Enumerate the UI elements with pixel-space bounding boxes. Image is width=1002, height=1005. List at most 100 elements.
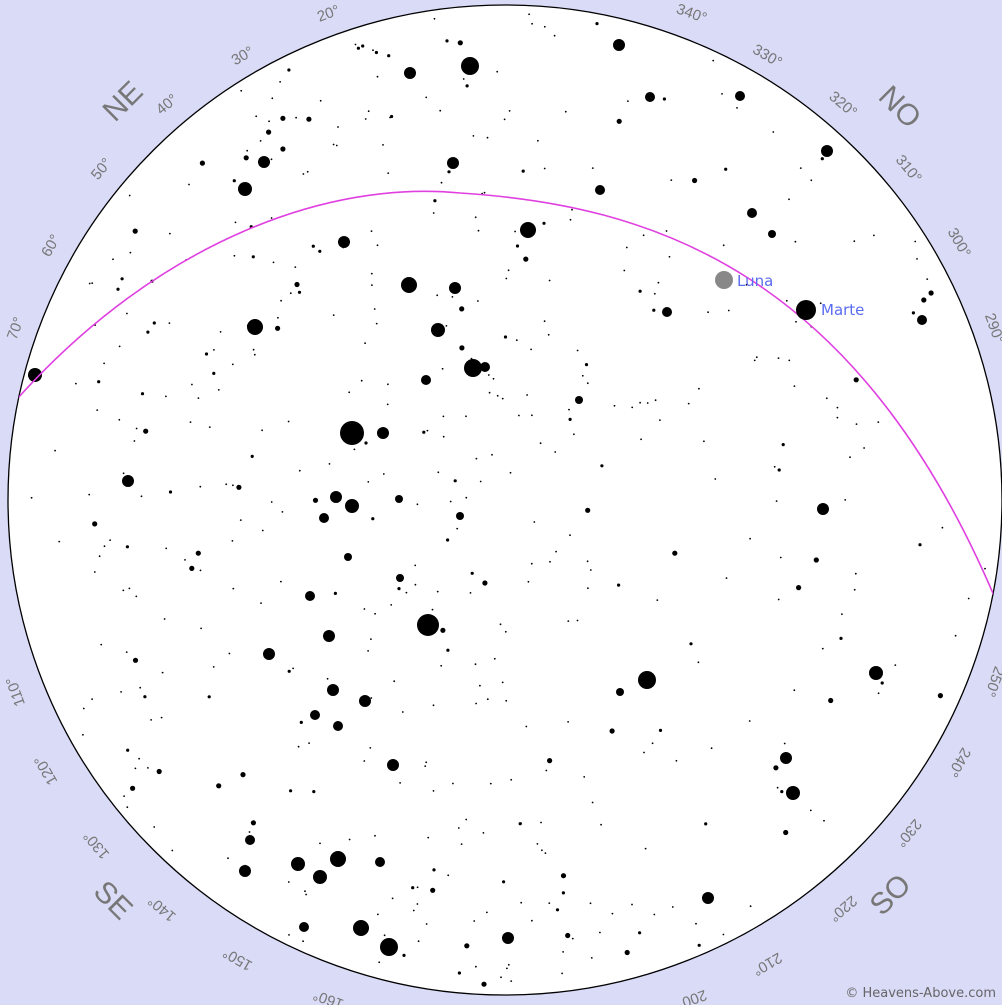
star [486, 911, 488, 914]
azimuth-tick-label: 200° [674, 986, 709, 1005]
star [344, 553, 352, 561]
star [526, 394, 528, 396]
star [528, 13, 530, 16]
star [627, 100, 629, 102]
star [239, 519, 242, 521]
star [473, 920, 476, 922]
star [28, 368, 42, 382]
star [586, 382, 589, 385]
star [225, 483, 228, 486]
star [126, 806, 129, 809]
star [651, 742, 654, 745]
star [231, 540, 234, 542]
star [515, 339, 518, 342]
star [126, 312, 128, 315]
star [299, 720, 303, 725]
star [163, 618, 166, 620]
star [112, 258, 114, 261]
star [430, 887, 436, 893]
star [401, 277, 417, 293]
star [75, 382, 77, 385]
star [280, 580, 282, 583]
star [217, 389, 220, 391]
star [507, 963, 510, 966]
star [503, 118, 506, 121]
star [231, 363, 234, 366]
star [383, 934, 386, 937]
star [364, 118, 367, 120]
star [671, 906, 674, 908]
star [928, 290, 934, 296]
azimuth-tick-label: 230° [892, 816, 925, 851]
star [514, 230, 516, 233]
star [776, 786, 779, 789]
star [161, 671, 164, 674]
star [707, 311, 709, 314]
star [638, 671, 656, 689]
star [295, 116, 297, 119]
star [518, 414, 520, 417]
star [116, 287, 120, 291]
star [233, 254, 236, 257]
star [195, 550, 201, 556]
star [266, 129, 272, 135]
star [515, 244, 520, 248]
star [591, 801, 594, 804]
star [624, 949, 630, 956]
star [445, 39, 449, 43]
star [93, 571, 96, 573]
star [452, 782, 454, 785]
star [421, 375, 431, 385]
star [130, 785, 136, 791]
star [122, 475, 134, 487]
moon-marker[interactable] [715, 271, 733, 289]
star [323, 630, 335, 642]
star [453, 479, 457, 483]
star [917, 315, 927, 325]
star [555, 908, 560, 912]
star [783, 829, 789, 836]
star [799, 167, 802, 170]
star [306, 116, 312, 122]
star [306, 170, 309, 173]
star [134, 767, 137, 770]
star [279, 81, 281, 83]
star [88, 282, 91, 285]
star [298, 469, 301, 472]
star [240, 772, 246, 778]
star [401, 711, 404, 713]
star [531, 919, 533, 922]
star [722, 933, 725, 936]
star [595, 185, 605, 195]
star [354, 43, 357, 46]
star [748, 720, 751, 722]
star [653, 913, 656, 916]
star [481, 981, 487, 987]
star [537, 139, 539, 142]
star [138, 757, 141, 760]
star [916, 258, 918, 260]
star [387, 54, 391, 58]
star [353, 920, 369, 936]
star [305, 591, 315, 601]
mars-marker[interactable] [796, 300, 816, 320]
star [571, 208, 573, 211]
star [135, 427, 138, 430]
star [238, 182, 252, 196]
star [236, 484, 242, 490]
star [530, 348, 532, 351]
star [543, 25, 546, 28]
star [873, 234, 875, 237]
star [377, 427, 389, 439]
star [427, 836, 430, 839]
star [576, 349, 579, 352]
star [82, 733, 84, 736]
star [643, 751, 645, 754]
star [120, 277, 124, 281]
star [470, 357, 473, 360]
star [437, 471, 440, 474]
star [88, 493, 91, 496]
star [126, 748, 130, 752]
star [143, 428, 149, 434]
star [569, 218, 572, 221]
